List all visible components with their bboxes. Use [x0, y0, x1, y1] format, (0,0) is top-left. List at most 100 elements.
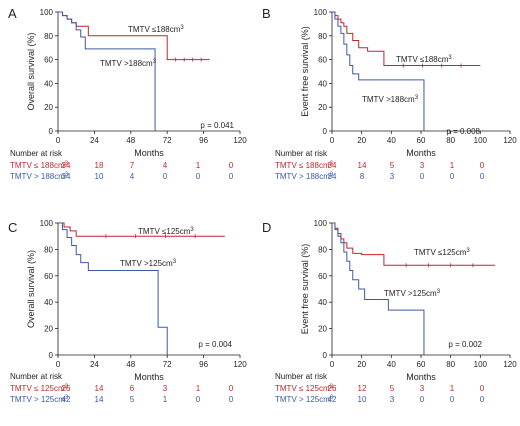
x-axis-label: Months [406, 372, 436, 382]
x-tick-label: 100 [474, 360, 488, 369]
x-tick-label: 60 [417, 136, 426, 145]
y-tick-label: 100 [314, 219, 328, 228]
x-tick-label: 120 [233, 360, 247, 369]
risk-table-title: Number at risk [275, 372, 328, 381]
curve-label-red: TMTV ≤188cm3 [128, 25, 184, 34]
risk-table-title: Number at risk [275, 149, 328, 158]
risk-cell: 14 [358, 161, 367, 170]
x-tick-label: 20 [357, 136, 366, 145]
y-tick-label: 20 [318, 103, 327, 112]
panel-letter: B [262, 6, 271, 21]
y-tick-label: 80 [318, 245, 327, 254]
x-axis-label: Months [134, 372, 164, 382]
risk-cell: 0 [163, 172, 168, 181]
x-tick-label: 0 [330, 136, 335, 145]
y-tick-label: 100 [314, 8, 328, 17]
risk-cell: 3 [420, 384, 425, 393]
y-tick-label: 100 [40, 219, 54, 228]
risk-row-label-blue: TMTV > 188cm3 [275, 172, 334, 181]
risk-cell: 3 [390, 395, 395, 404]
curve-label-red: TMTV ≤125cm3 [138, 227, 194, 236]
risk-cell: 4 [130, 172, 135, 181]
p-value-label: p = 0.041 [200, 121, 234, 130]
x-tick-label: 80 [446, 136, 455, 145]
risk-cell: 1 [450, 384, 455, 393]
curve-label-blue: TMTV >188cm3 [100, 59, 157, 68]
risk-cell: 34 [62, 161, 71, 170]
risk-cell: 0 [420, 395, 425, 404]
risk-cell: 0 [450, 395, 455, 404]
risk-cell: 0 [480, 395, 485, 404]
risk-cell: 6 [130, 384, 135, 393]
x-tick-label: 0 [330, 360, 335, 369]
p-value-label: p = 0.004 [198, 340, 232, 349]
risk-cell: 34 [328, 172, 337, 181]
risk-cell: 26 [328, 384, 337, 393]
risk-cell: 0 [480, 161, 485, 170]
survival-curve-red [58, 222, 225, 237]
risk-cell: 26 [62, 384, 71, 393]
y-tick-label: 60 [318, 56, 327, 65]
y-tick-label: 0 [49, 351, 54, 360]
x-tick-label: 24 [90, 136, 99, 145]
x-tick-label: 24 [90, 360, 99, 369]
y-tick-label: 20 [44, 103, 53, 112]
y-tick-label: 60 [318, 272, 327, 281]
x-axis-label: Months [406, 148, 436, 158]
risk-cell: 1 [196, 384, 201, 393]
risk-cell: 1 [196, 161, 201, 170]
panel-letter: D [262, 220, 271, 235]
risk-row-label-red: TMTV ≤ 125cm3 [275, 384, 334, 393]
y-axis-label: Overall survival (%) [26, 250, 36, 328]
risk-cell: 0 [450, 172, 455, 181]
y-axis-label: Event free survival (%) [300, 26, 310, 117]
curve-label-blue: TMTV >188cm3 [362, 95, 419, 104]
p-value-label: p = 0.008 [446, 127, 480, 136]
risk-cell: 1 [450, 161, 455, 170]
y-tick-label: 20 [318, 325, 327, 334]
risk-row-label-blue: TMTV > 125cm3 [275, 395, 334, 404]
risk-cell: 5 [390, 161, 395, 170]
y-tick-label: 80 [318, 32, 327, 41]
risk-cell: 42 [328, 395, 337, 404]
risk-cell: 5 [390, 384, 395, 393]
survival-curve-red [332, 11, 481, 67]
risk-cell: 42 [62, 395, 71, 404]
x-tick-label: 40 [387, 136, 396, 145]
risk-cell: 3 [420, 161, 425, 170]
survival-curve-blue [332, 222, 425, 355]
y-tick-label: 60 [44, 272, 53, 281]
x-tick-label: 40 [387, 360, 396, 369]
p-value-label: p = 0.002 [448, 340, 482, 349]
y-tick-label: 20 [44, 325, 53, 334]
x-tick-label: 120 [233, 136, 247, 145]
y-tick-label: 40 [318, 79, 327, 88]
survival-curve-red [332, 222, 496, 266]
x-axis-label: Months [134, 148, 164, 158]
risk-cell: 7 [130, 161, 135, 170]
y-tick-label: 40 [44, 79, 53, 88]
risk-row-label-red: TMTV ≤ 188cm3 [275, 161, 334, 170]
curve-label-red: TMTV ≤125cm3 [414, 248, 470, 257]
risk-cell: 4 [163, 161, 168, 170]
risk-cell: 10 [95, 172, 104, 181]
risk-row-label-blue: TMTV > 188cm3 [10, 172, 69, 181]
y-tick-label: 0 [323, 127, 328, 136]
survival-curve-blue [58, 11, 156, 131]
x-tick-label: 96 [199, 360, 208, 369]
risk-cell: 14 [95, 395, 104, 404]
risk-cell: 0 [480, 172, 485, 181]
risk-cell: 3 [390, 172, 395, 181]
risk-cell: 18 [95, 161, 104, 170]
risk-cell: 0 [480, 384, 485, 393]
y-tick-label: 0 [323, 351, 328, 360]
risk-cell: 0 [229, 395, 234, 404]
y-tick-label: 100 [40, 8, 54, 17]
risk-cell: 0 [229, 161, 234, 170]
risk-row-label-blue: TMTV > 125cm3 [10, 395, 69, 404]
risk-row-label-red: TMTV ≤ 188cm3 [10, 161, 69, 170]
x-tick-label: 120 [503, 360, 517, 369]
x-tick-label: 0 [56, 136, 61, 145]
